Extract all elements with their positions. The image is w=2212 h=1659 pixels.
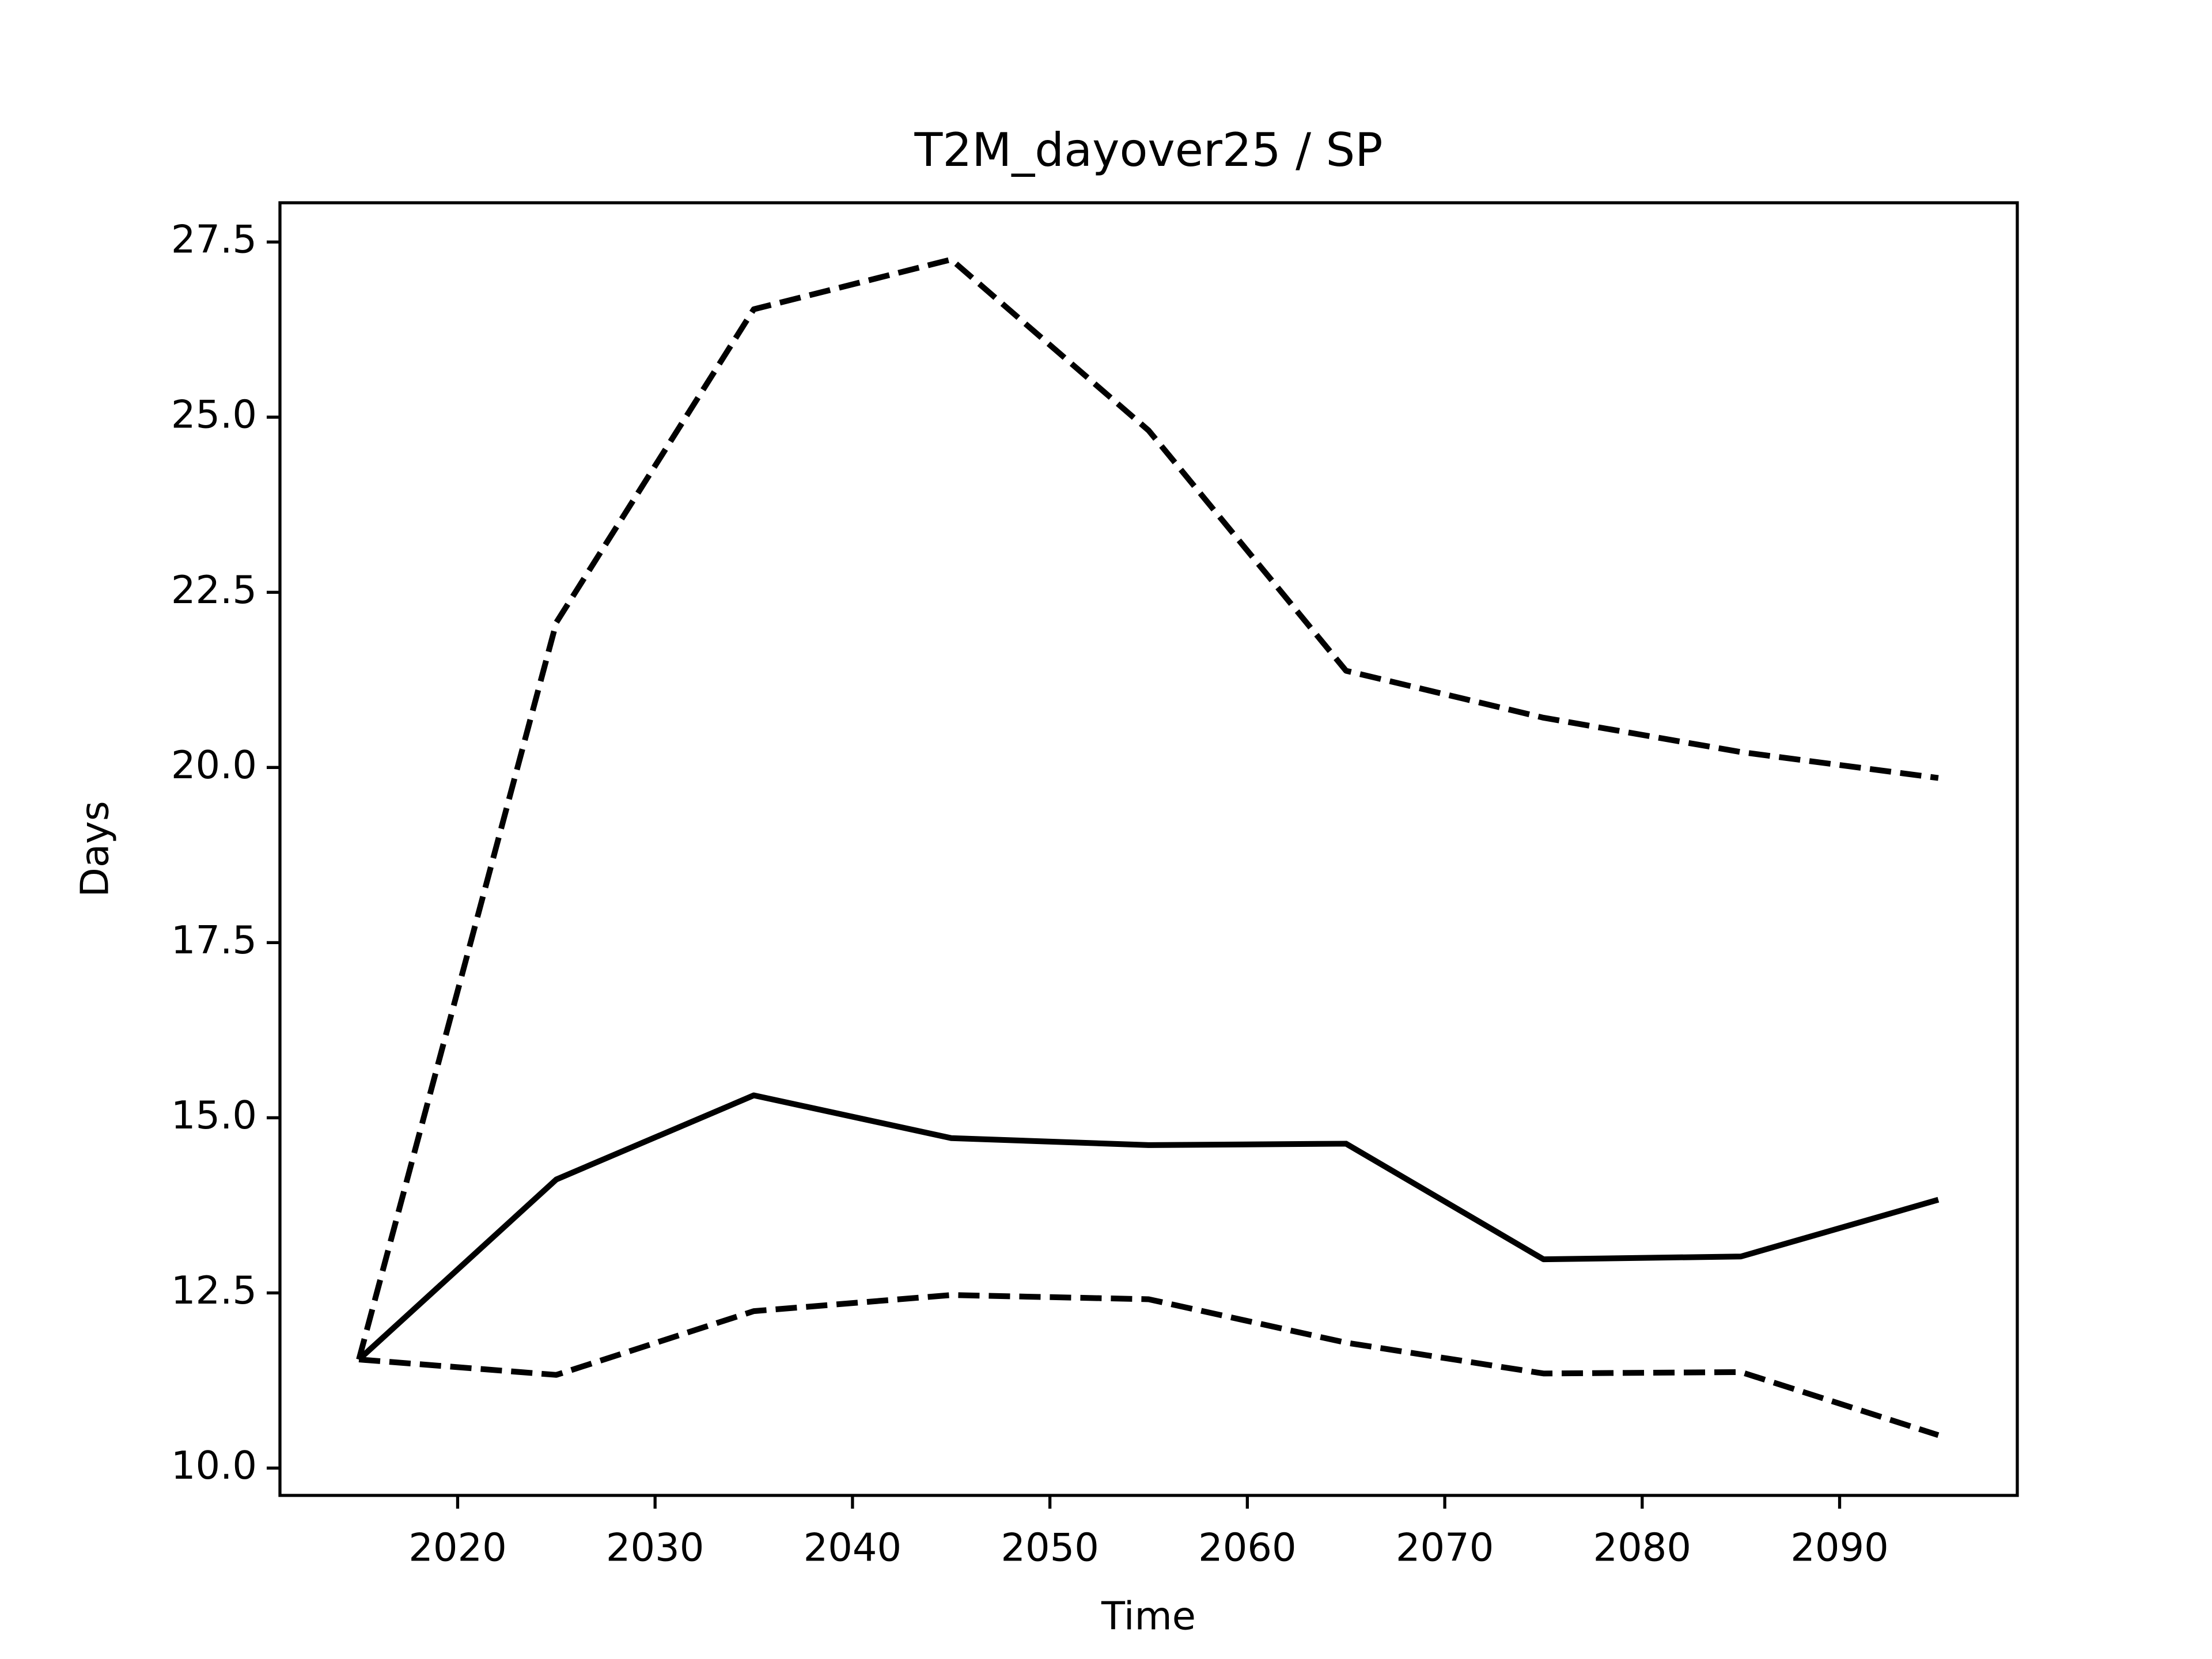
y-tick-label: 22.5 — [171, 567, 257, 612]
x-tick-label: 2060 — [1198, 1525, 1297, 1570]
axes-frame — [278, 201, 2019, 1497]
x-tick-label: 2030 — [606, 1525, 704, 1570]
y-axis-label: Days — [73, 801, 118, 897]
series-line — [356, 256, 1939, 1361]
x-tick-label: 2080 — [1593, 1525, 1692, 1570]
y-tick-label: 27.5 — [171, 217, 257, 262]
x-tick-label: 2090 — [1790, 1525, 1889, 1570]
y-tick-label: 17.5 — [171, 918, 257, 963]
chart-title: T2M_dayover25 / SP — [914, 123, 1383, 177]
y-tick-label: 25.0 — [171, 392, 257, 437]
series-line — [358, 1292, 1940, 1438]
y-tick-label: 20.0 — [171, 743, 257, 787]
x-axis-label: Time — [1101, 1594, 1196, 1639]
series-line — [357, 1092, 1940, 1362]
x-tick-label: 2020 — [408, 1525, 507, 1570]
x-tick-label: 2040 — [804, 1525, 902, 1570]
y-tick-label: 12.5 — [171, 1268, 257, 1313]
x-tick-label: 2050 — [1001, 1525, 1099, 1570]
y-tick-label: 15.0 — [171, 1093, 257, 1138]
x-tick-label: 2070 — [1396, 1525, 1494, 1570]
y-tick-label: 10.0 — [171, 1443, 257, 1488]
